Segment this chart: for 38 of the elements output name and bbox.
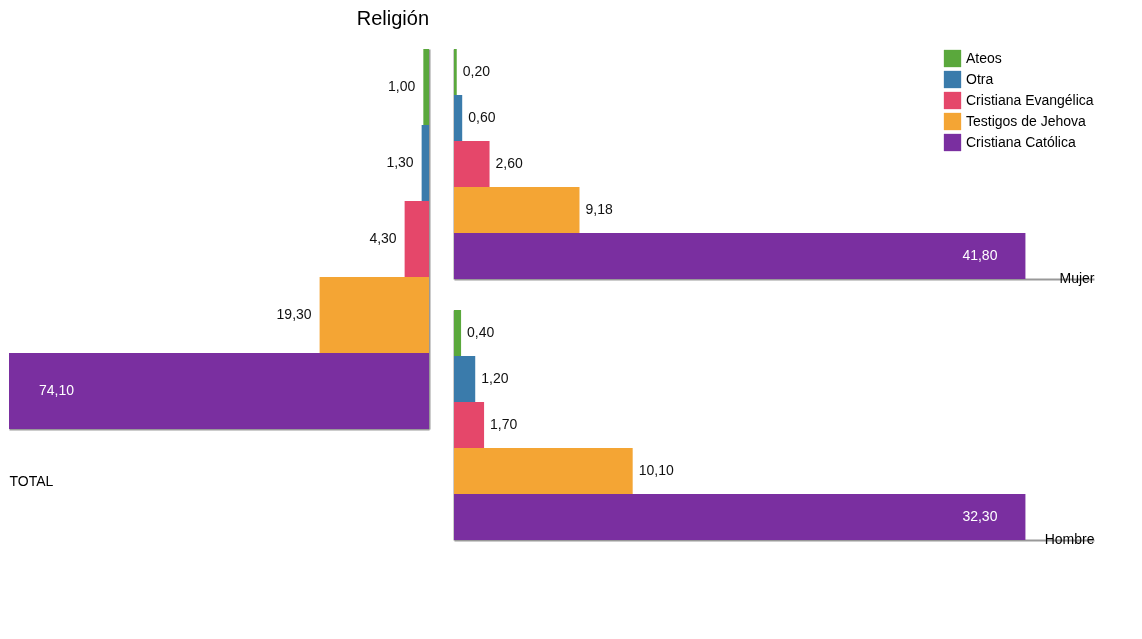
bar	[454, 141, 490, 187]
bar	[454, 233, 1026, 279]
data-label: 41,80	[962, 247, 998, 263]
chart-title: Religión	[356, 7, 429, 29]
bar	[454, 49, 457, 95]
bar	[454, 448, 633, 494]
legend-label: Testigos de Jehova	[966, 112, 1087, 129]
bar	[454, 356, 476, 402]
data-label: 10,10	[638, 462, 674, 478]
bar	[454, 494, 1026, 540]
legend-label: Cristiana Evangélica	[966, 91, 1094, 108]
data-label: 19,30	[276, 306, 312, 322]
legend-label: Cristiana Católica	[966, 133, 1076, 150]
data-label: 32,30	[962, 508, 998, 524]
data-label: 0,60	[468, 109, 496, 125]
bar	[454, 310, 462, 356]
data-label: 1,00	[388, 78, 416, 94]
bar	[319, 277, 429, 353]
data-label: 2,60	[495, 155, 524, 171]
bar	[454, 187, 580, 233]
legend-label: Otra	[966, 70, 994, 87]
x-axis-title: Hombre	[1044, 530, 1095, 547]
x-axis-title: TOTAL	[9, 472, 54, 489]
bar	[423, 49, 429, 125]
legend-label: Ateos	[966, 49, 1002, 66]
data-label: 1,70	[490, 416, 518, 432]
bar	[404, 201, 429, 277]
data-label: 4,30	[369, 230, 397, 246]
data-label: 9,18	[585, 201, 613, 217]
bar	[421, 125, 429, 201]
data-label: 0,20	[462, 63, 491, 79]
data-label: 1,20	[481, 370, 509, 386]
bar	[454, 402, 485, 448]
bar	[454, 95, 463, 141]
data-label: 1,30	[386, 154, 414, 170]
data-label: 74,10	[39, 382, 75, 398]
data-label: 0,40	[467, 324, 495, 340]
x-axis-title: Mujer	[1059, 269, 1095, 286]
